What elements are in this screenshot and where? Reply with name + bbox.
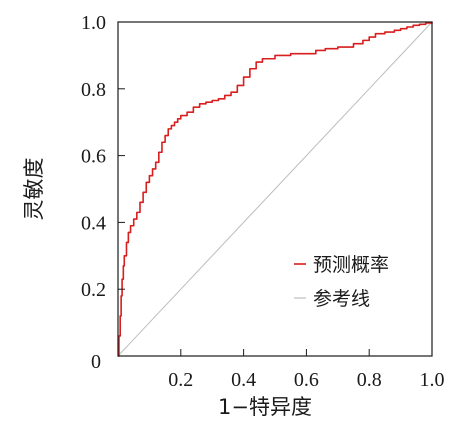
x-tick-label: 0.8 (357, 369, 382, 391)
x-tick-label: 0.2 (168, 369, 193, 391)
roc-curve (118, 22, 433, 357)
legend-label-roc: 预测概率 (313, 254, 389, 276)
x-tick-label: 0.6 (294, 369, 319, 391)
y-tick-label: 1.0 (81, 12, 106, 34)
axis-ticks: 0.2 0.4 0.6 0.8 1.0 0.2 0.4 0.6 0.8 1.0 (81, 12, 445, 391)
y-axis-title: 灵敏度 (22, 158, 46, 221)
x-axis-title: 1−特异度 (218, 395, 312, 419)
origin-label: 0 (91, 351, 101, 373)
plot-frame (117, 21, 433, 357)
x-tick-label: 0.4 (231, 369, 256, 391)
reference-line (117, 21, 433, 357)
y-tick-label: 0.4 (81, 212, 106, 234)
y-tick-label: 0.6 (81, 146, 106, 168)
x-tick-label: 1.0 (420, 369, 445, 391)
y-tick-label: 0.8 (81, 79, 106, 101)
legend-label-reference: 参考线 (313, 288, 370, 310)
y-tick-label: 0.2 (81, 279, 106, 301)
legend: 预测概率 参考线 (294, 254, 389, 310)
